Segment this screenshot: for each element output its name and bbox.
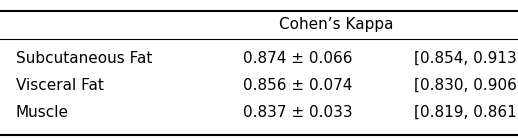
Text: [0.830, 0.906]: [0.830, 0.906] [414,78,518,93]
Text: [0.854, 0.913]: [0.854, 0.913] [414,51,518,66]
Text: 0.837 ± 0.033: 0.837 ± 0.033 [243,105,353,120]
Text: 0.856 ± 0.074: 0.856 ± 0.074 [243,78,353,93]
Text: [0.819, 0.861]: [0.819, 0.861] [414,105,518,120]
Text: Cohen’s Kappa: Cohen’s Kappa [279,17,394,32]
Text: Subcutaneous Fat: Subcutaneous Fat [16,51,152,66]
Text: 0.874 ± 0.066: 0.874 ± 0.066 [243,51,353,66]
Text: Visceral Fat: Visceral Fat [16,78,104,93]
Text: Muscle: Muscle [16,105,68,120]
